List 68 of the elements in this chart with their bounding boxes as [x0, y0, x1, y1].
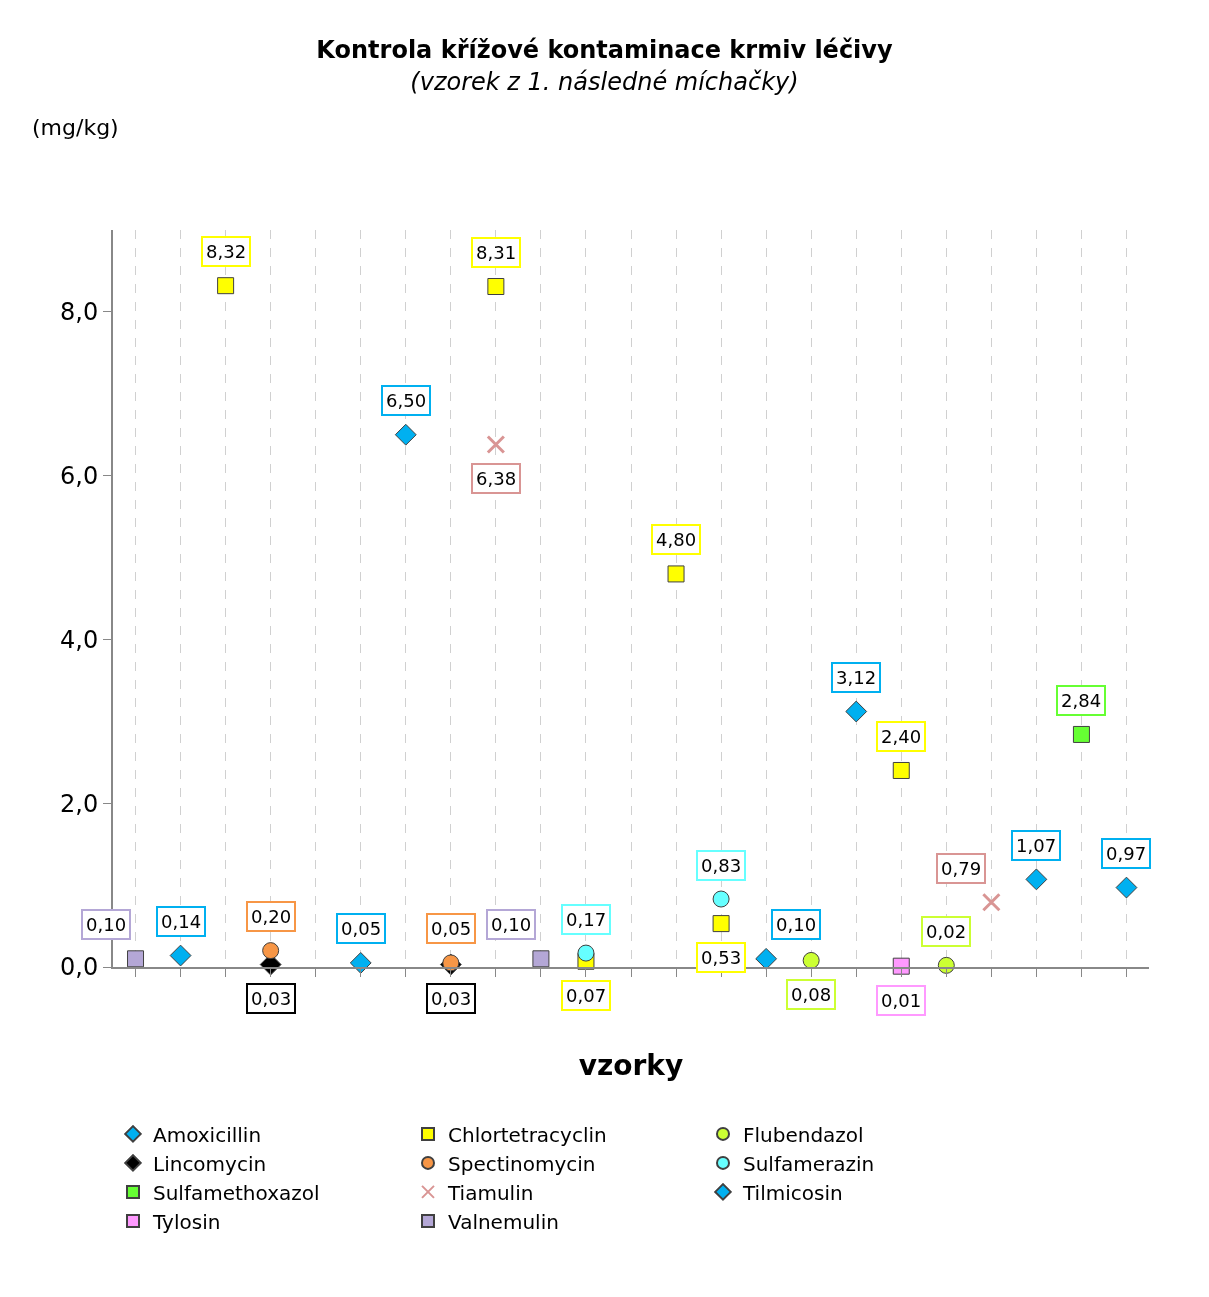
data-label: 0,05 [431, 918, 472, 939]
point [217, 277, 235, 295]
data-label: 6,38 [476, 468, 517, 489]
point [394, 423, 417, 446]
legend-label: Chlortetracyclin [448, 1122, 607, 1147]
y-tick-label: 4,0 [60, 625, 99, 654]
y-tick-label: 6,0 [60, 462, 99, 491]
point [487, 278, 505, 295]
y-axis-title: (mg/kg) [32, 115, 119, 140]
legend-label: Tiamulin [447, 1180, 534, 1205]
legend-label: Sulfamethoxazol [153, 1180, 320, 1205]
point [262, 942, 280, 960]
data-label: 0,14 [161, 911, 202, 932]
data-label: 0,83 [701, 855, 742, 876]
legend-label: Flubendazol [743, 1122, 864, 1147]
data-label: 2,84 [1061, 690, 1102, 711]
legend-label: Lincomycin [153, 1151, 267, 1176]
data-label: 3,12 [836, 667, 877, 688]
x-axis-title: vzorky [578, 1048, 684, 1082]
data-label: 1,07 [1016, 835, 1057, 856]
data-label: 0,17 [566, 909, 607, 930]
point [1072, 725, 1090, 743]
data-label: 0,01 [881, 990, 922, 1011]
data-label: 2,40 [881, 726, 922, 747]
y-tick-label: 8,0 [60, 298, 99, 327]
data-label: 8,32 [206, 241, 247, 262]
point [169, 944, 192, 967]
data-label: 0,53 [701, 947, 742, 968]
legend-label: Amoxicillin [153, 1122, 262, 1147]
point [981, 892, 1001, 912]
data-label: 0,10 [491, 914, 532, 935]
point [1025, 868, 1048, 891]
data-label: 0,02 [926, 921, 967, 942]
point [802, 951, 820, 969]
point [349, 952, 372, 974]
point [845, 700, 868, 723]
chart-subtitle: (vzorek z 1. následné míchačky) [410, 67, 799, 96]
data-label: 0,97 [1106, 843, 1147, 864]
data-label: 0,10 [776, 914, 817, 935]
data-label: 0,79 [941, 858, 982, 879]
chart-title: Kontrola křížové kontaminace krmiv léčivy [316, 36, 893, 65]
data-label: 6,50 [386, 390, 427, 411]
legend-label: Spectinomycin [448, 1151, 596, 1176]
point [486, 435, 506, 455]
point [712, 890, 730, 908]
data-label: 0,08 [791, 984, 832, 1005]
data-label: 0,05 [341, 918, 382, 939]
data-label: 8,31 [476, 242, 517, 263]
point [755, 947, 778, 970]
legend-label: Tilmicosin [742, 1180, 843, 1205]
point [577, 944, 595, 962]
point [532, 950, 550, 968]
data-label: 0,10 [86, 914, 127, 935]
data-label: 0,03 [251, 988, 292, 1009]
data-label: 0,20 [251, 906, 292, 927]
data-label: 4,80 [656, 529, 697, 550]
legend-label: Sulfamerazin [743, 1151, 875, 1176]
point [712, 915, 730, 933]
legend-label: Valnemulin [448, 1209, 559, 1234]
point [127, 950, 145, 968]
y-tick-label: 2,0 [60, 789, 99, 818]
point [892, 761, 910, 779]
point [667, 565, 685, 583]
point [1115, 876, 1138, 899]
y-tick-label: 0,0 [60, 953, 99, 982]
legend-label: Tylosin [152, 1209, 221, 1234]
data-label: 0,03 [431, 988, 472, 1009]
data-label: 0,07 [566, 985, 607, 1006]
